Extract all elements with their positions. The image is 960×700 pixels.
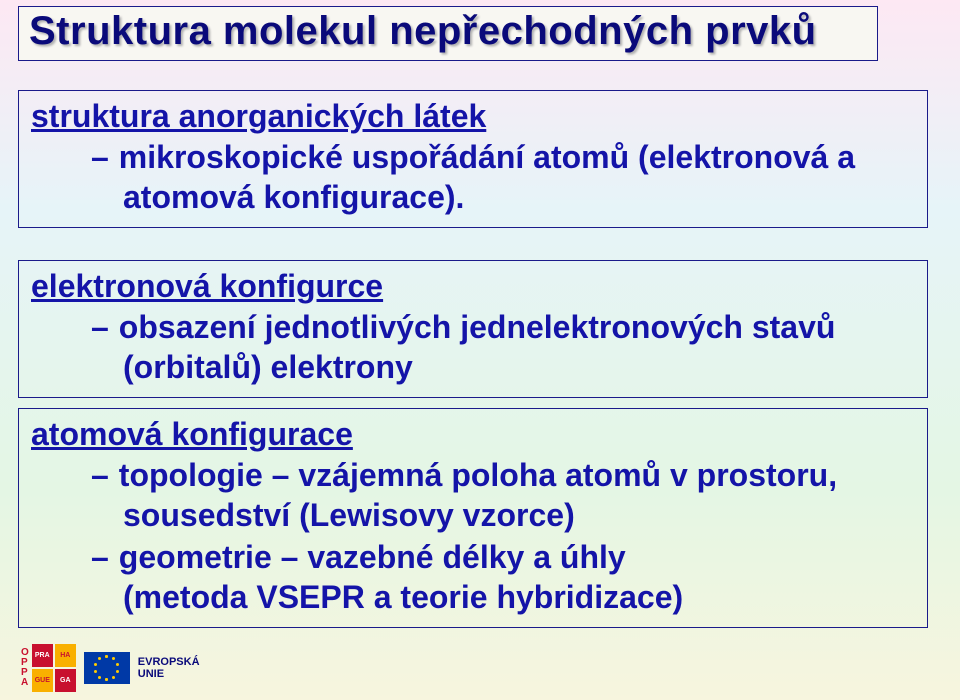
opp-letters: O P P A [18, 648, 32, 688]
box-elektronova: elektronová konfigurce – obsazení jednot… [18, 260, 928, 398]
dash-icon: – [91, 307, 109, 347]
bullet-text: obsazení jednotlivých jednelektronových … [119, 307, 836, 347]
dash-icon: – [91, 537, 109, 577]
bullet-text-cont: sousedství (Lewisovy vzorce) [31, 495, 915, 535]
eu-label: EVROPSKÁ UNIE [138, 656, 200, 680]
bullet-row: – geometrie – vazebné délky a úhly [31, 537, 915, 577]
box-struktura: struktura anorganických látek – mikrosko… [18, 90, 928, 228]
bullet-text: geometrie – vazebné délky a úhly [119, 537, 626, 577]
star-ring-icon [94, 655, 120, 681]
dash-icon: – [91, 137, 109, 177]
box-atomova: atomová konfigurace – topologie – vzájem… [18, 408, 928, 628]
heading-elektronova: elektronová konfigurce [31, 267, 915, 305]
bullet-text-cont: (metoda VSEPR a teorie hybridizace) [31, 577, 915, 617]
bullet-row: – obsazení jednotlivých jednelektronovýc… [31, 307, 915, 347]
dash-icon: – [91, 455, 109, 495]
bullet-text: topologie – vzájemná poloha atomů v pros… [119, 455, 837, 495]
opp-logo-icon: PRA HA GUE GA [32, 644, 76, 692]
page-title: Struktura molekul nepřechodných prvků [29, 9, 867, 54]
eu-label-line2: UNIE [138, 668, 200, 680]
opp-letter: A [21, 678, 29, 688]
bullet-text-cont: atomová konfigurace). [31, 177, 915, 217]
opp-quad: HA [55, 644, 76, 667]
opp-quad: PRA [32, 644, 53, 667]
title-box: Struktura molekul nepřechodných prvků [18, 6, 878, 61]
opp-quad: GUE [32, 669, 53, 692]
heading-struktura: struktura anorganických látek [31, 97, 915, 135]
bullet-text: mikroskopické uspořádání atomů (elektron… [119, 137, 855, 177]
heading-atomova: atomová konfigurace [31, 415, 915, 453]
bullet-row: – topologie – vzájemná poloha atomů v pr… [31, 455, 915, 495]
eu-flag-icon [84, 652, 130, 684]
opp-quad: GA [55, 669, 76, 692]
eu-label-line1: EVROPSKÁ [138, 656, 200, 668]
footer-logos: O P P A PRA HA GUE GA EVROPSKÁ [18, 644, 200, 692]
bullet-row: – mikroskopické uspořádání atomů (elektr… [31, 137, 915, 177]
bullet-text-cont: (orbitalů) elektrony [31, 347, 915, 387]
